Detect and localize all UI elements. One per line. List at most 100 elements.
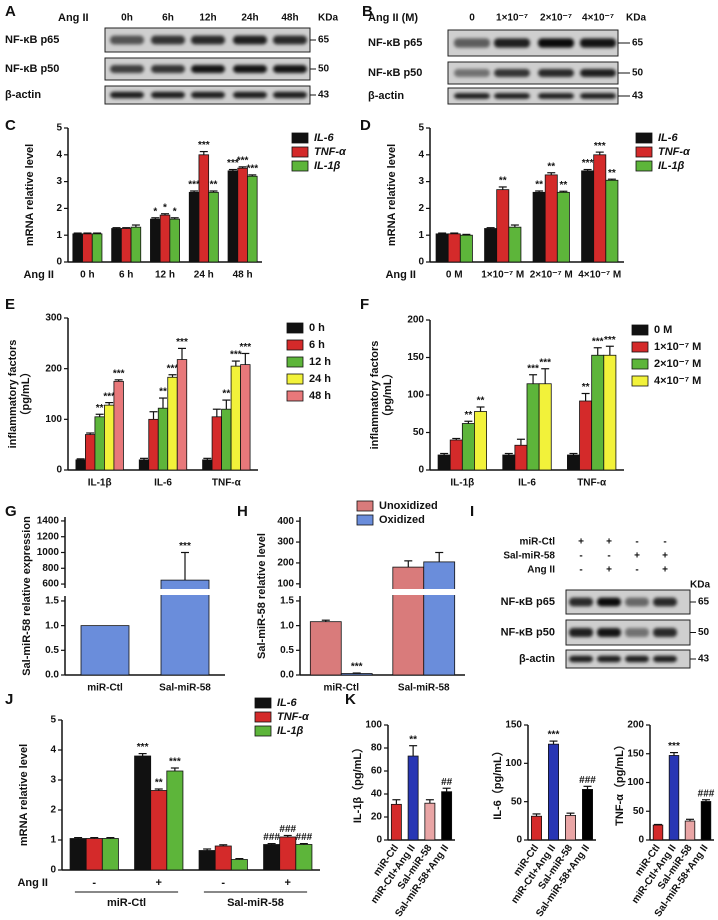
blot-band: [110, 65, 144, 73]
x-tick-label: IL-1β: [88, 478, 112, 489]
y-tick-label: 5: [56, 123, 62, 134]
legend-label: 12 h: [309, 356, 331, 368]
x-tick-label: 0 h: [80, 270, 94, 281]
y-tick-label: 100: [627, 777, 644, 788]
panel-label: I: [470, 503, 474, 520]
condition-sign: -: [607, 551, 610, 562]
y-tick-label: 150: [627, 748, 644, 759]
kda-unit: KDa: [318, 13, 338, 24]
y-axis-label: Sal-miR-58 relative expression: [21, 516, 33, 676]
legend-label: IL-6: [658, 132, 678, 144]
bar: [208, 191, 219, 263]
y-tick-label: 1.5: [45, 596, 59, 607]
bar: [496, 189, 510, 263]
y-tick-label: 80: [371, 743, 383, 754]
bar: [437, 454, 451, 471]
significance-label: ##: [441, 777, 453, 788]
bar: [548, 743, 560, 841]
bar: [157, 407, 169, 471]
bar: [134, 755, 152, 871]
bar: [166, 770, 184, 871]
significance-label: ***: [179, 541, 191, 552]
bar: [531, 815, 543, 841]
bar: [148, 418, 159, 471]
bar: [167, 376, 178, 471]
y-tick-label: 200: [627, 720, 644, 731]
x-tick-label: IL-6: [154, 478, 172, 489]
blot-band: [494, 93, 530, 99]
legend-label: 6 h: [309, 339, 325, 351]
y-tick-label: 3: [418, 176, 424, 187]
y-tick-label: 5: [50, 715, 56, 726]
significance-label: ***: [137, 742, 149, 753]
x-tick-label: 4×10⁻⁷ M: [578, 270, 621, 281]
significance-label: ***: [527, 363, 539, 374]
y-tick-label: 300: [277, 537, 294, 548]
bar: [72, 233, 83, 263]
bar: [447, 233, 461, 263]
panel-label: G: [5, 503, 17, 520]
y-axis-label: mRNA relative level: [18, 744, 30, 846]
y-tick-label: 0.5: [45, 645, 59, 656]
blot-band: [597, 597, 621, 607]
blot-band: [569, 597, 593, 607]
significance-label: *: [173, 206, 177, 217]
y-tick-label: 4: [50, 745, 56, 756]
bar: [247, 175, 258, 263]
y-axis-label: IL-1β（pg/mL）: [351, 742, 364, 823]
significance-label: ***: [668, 741, 680, 752]
x-axis-label: Ang II: [385, 269, 416, 281]
significance-label: **: [155, 778, 163, 789]
legend-label: TNF-α: [658, 146, 691, 158]
condition-label: Sal-miR-58: [503, 551, 555, 562]
bar: [459, 234, 473, 263]
x-tick-label: Sal-miR-58: [159, 683, 211, 694]
significance-label: **: [210, 180, 218, 191]
blot-band: [653, 655, 677, 663]
y-tick-label: 100: [365, 720, 382, 731]
x-tick-label: 48 h: [233, 270, 253, 281]
bar: [461, 423, 475, 471]
significance-label: ###: [698, 788, 715, 799]
bar: [652, 824, 664, 841]
legend-swatch: [291, 132, 309, 144]
panel-label: C: [5, 117, 16, 134]
y-tick-label: 0: [418, 465, 424, 476]
x-tick-label: TNF-α: [577, 478, 607, 489]
legend-swatch: [254, 711, 272, 723]
bar: [263, 844, 281, 871]
y-axis-label: （pg/mL）: [381, 368, 394, 423]
significance-label: ***: [237, 156, 249, 167]
y-tick-label: 300: [45, 313, 62, 324]
significance-label: **: [547, 161, 555, 172]
x-tick-label: 24 h: [194, 270, 214, 281]
bar: [582, 789, 594, 841]
significance-label: ***: [227, 158, 239, 169]
y-tick-label: 20: [371, 812, 383, 823]
blot-band: [569, 628, 593, 637]
bar: [565, 815, 577, 841]
blot-band: [494, 69, 530, 77]
bar: [113, 380, 124, 471]
kda-unit: KDa: [626, 13, 646, 24]
significance-label: **: [409, 734, 417, 745]
y-tick-label: 0.5: [280, 645, 294, 656]
y-tick-label: 100: [505, 758, 522, 769]
blot-band: [110, 91, 144, 99]
bar: [591, 354, 605, 471]
bar: [240, 364, 251, 471]
blot-row-label: β-actin: [5, 89, 41, 101]
significance-label: ***: [351, 662, 363, 673]
significance-label: **: [477, 396, 485, 407]
x-tick-label: 0 M: [446, 270, 463, 281]
blot-band: [454, 93, 490, 99]
condition-sign: -: [579, 551, 582, 562]
legend-swatch: [286, 373, 304, 385]
bar: [581, 170, 595, 263]
condition-sign: -: [579, 565, 582, 576]
y-tick-label: 50: [511, 796, 523, 807]
legend-label: 0 M: [654, 324, 672, 336]
bar: [441, 791, 453, 841]
legend-swatch: [635, 146, 653, 158]
blot-band: [151, 91, 185, 99]
